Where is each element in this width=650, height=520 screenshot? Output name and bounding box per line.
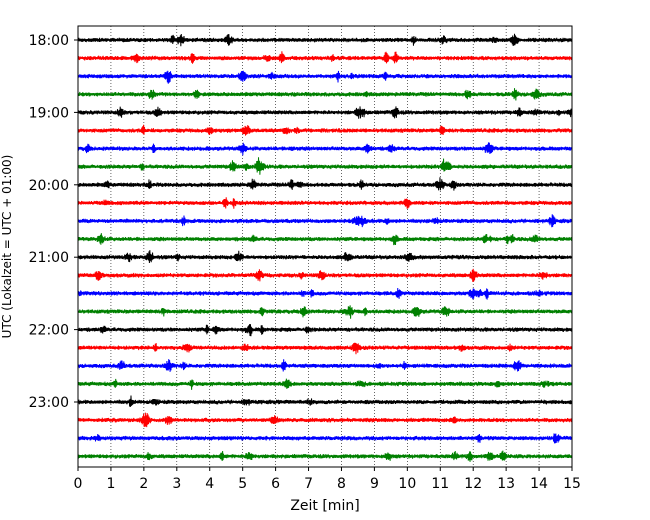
plot-frame: [77, 25, 573, 468]
trace-1900: [77, 106, 573, 119]
trace-1945: [77, 157, 573, 175]
trace-2230: [77, 359, 573, 372]
trace-1815: [77, 51, 573, 64]
x-tick-label-0: 0: [74, 476, 83, 492]
trace-2000: [77, 177, 573, 191]
x-tick-label-2: 2: [139, 476, 148, 492]
x-tick-label-9: 9: [370, 476, 379, 492]
trace-2200: [77, 324, 573, 337]
trace-1800: [77, 33, 573, 47]
x-tick-label-13: 13: [497, 476, 515, 492]
trace-2015: [77, 197, 573, 209]
x-tick-label-11: 11: [431, 476, 449, 492]
y-axis-ticks: 18:00 19:00 20:00 21:00 22:00 23:00: [29, 33, 78, 411]
trace-2115: [77, 268, 573, 282]
x-tick-label-6: 6: [271, 476, 280, 492]
trace-2130: [77, 288, 573, 300]
seismic-traces: [77, 33, 573, 462]
trace-2215: [77, 342, 573, 355]
x-tick-label-4: 4: [205, 476, 214, 492]
trace-1830: [77, 70, 573, 84]
y-tick-label-2000: 20:00: [29, 178, 69, 194]
x-tick-label-12: 12: [464, 476, 482, 492]
x-tick-label-10: 10: [398, 476, 416, 492]
trace-2345: [77, 450, 573, 462]
trace-2045: [77, 233, 573, 246]
trace-1845: [77, 88, 573, 101]
y-tick-label-1800: 18:00: [29, 33, 69, 49]
y-tick-label-2200: 22:00: [29, 323, 69, 339]
y-tick-label-1900: 19:00: [29, 105, 69, 121]
x-axis-ticks: 0 1 2 3 4 5 6 7 8 9 10 11 12 13 14 15: [74, 467, 581, 492]
trace-2030: [77, 214, 573, 228]
x-tick-label-7: 7: [304, 476, 313, 492]
trace-2145: [77, 305, 573, 319]
trace-1930: [77, 142, 573, 156]
y-tick-label-2300: 23:00: [29, 395, 69, 411]
x-tick-label-3: 3: [172, 476, 181, 492]
trace-2300: [77, 395, 573, 407]
x-tick-label-5: 5: [238, 476, 247, 492]
x-tick-label-8: 8: [337, 476, 346, 492]
trace-2245: [77, 378, 573, 390]
trace-2315: [77, 412, 573, 428]
trace-2100: [77, 250, 573, 264]
x-tick-label-1: 1: [106, 476, 115, 492]
trace-1915: [77, 124, 573, 136]
y-axis-label: UTC (Lokalzeit = UTC + 01:00): [0, 155, 14, 339]
x-tick-label-14: 14: [530, 476, 548, 492]
y-tick-label-2100: 21:00: [29, 250, 69, 266]
x-axis-label: Zeit [min]: [290, 498, 359, 514]
trace-2330: [77, 433, 573, 444]
x-tick-label-15: 15: [563, 476, 581, 492]
